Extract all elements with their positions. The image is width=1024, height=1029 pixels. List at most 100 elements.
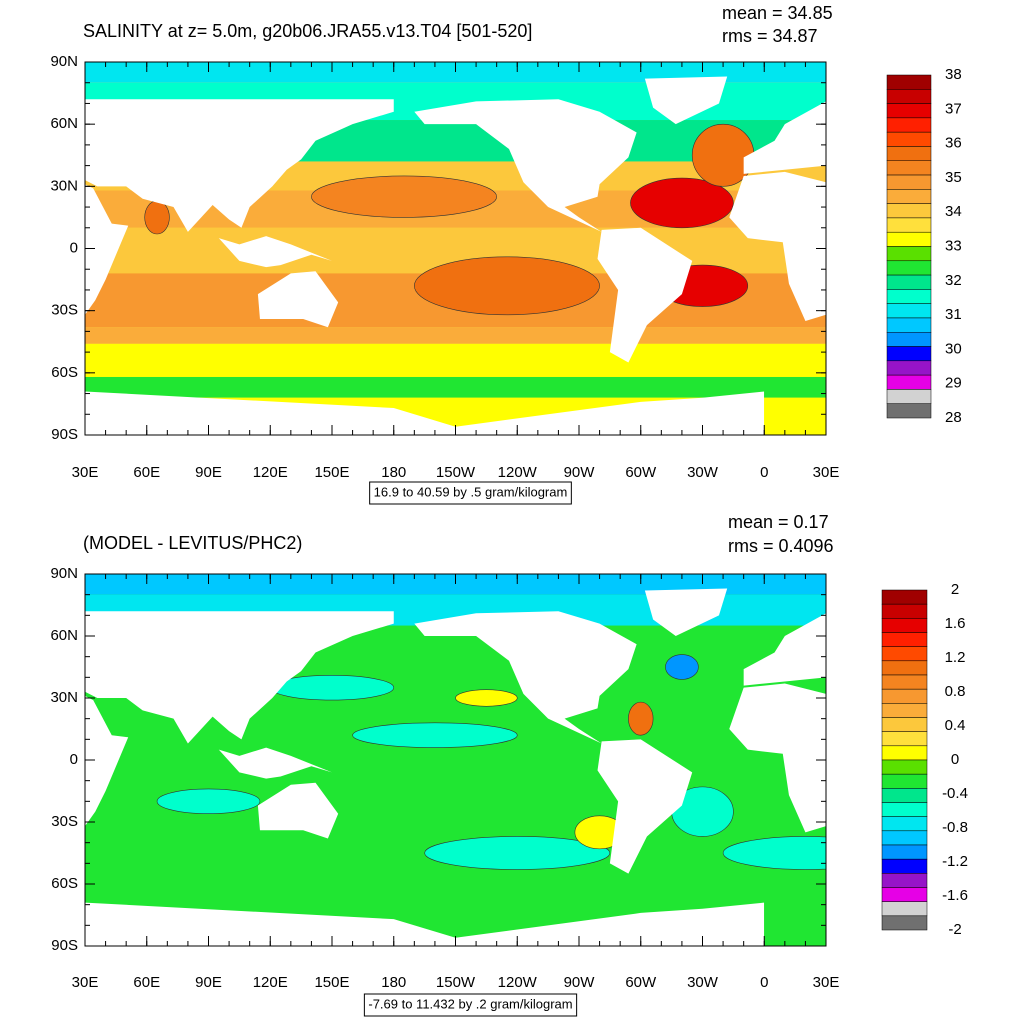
colorbar-box [886,403,932,419]
lon-label: 90W [564,974,596,991]
ocean-blob [722,836,826,870]
lon-label: 90E [195,974,222,991]
ocean-blob [455,689,518,707]
lat-label: 60S [51,875,78,892]
lat-label: 0 [70,239,78,256]
colorbar-box [886,160,932,176]
info-label: -7.69 to 11.432 by .2 gram/kilogram [368,996,572,1011]
colorbar-label: -2 [948,921,961,938]
map-panel: SALINITY at z= 5.0m, g20b06.JRA55.v13.T0… [50,3,962,505]
panel-title: SALINITY at z= 5.0m, g20b06.JRA55.v13.T0… [83,21,532,41]
colorbar-box [881,674,928,690]
colorbar-label: 2 [951,581,959,598]
rms-label: rms = 34.87 [722,26,818,46]
ocean-band [85,376,826,398]
lat-label: 60N [50,115,78,132]
info-label: 16.9 to 40.59 by .5 gram/kilogram [374,484,568,499]
colorbar-label: 1.6 [945,615,966,632]
map-panel: (MODEL - LEVITUS/PHC2) mean = 0.17 rms = 0… [50,512,968,1017]
lon-label: 120E [253,974,288,991]
land [597,739,693,874]
colorbar-box [881,717,928,732]
land [85,99,394,232]
colorbar-box [881,901,928,917]
colorbar-box [881,660,928,676]
colorbar-box [886,374,932,390]
colorbar-box [886,117,932,133]
colorbar-box [881,773,928,789]
colorbar-label: 28 [945,409,962,426]
lat-label: 90S [51,426,78,443]
colorbar-box [886,303,932,319]
colorbar-box [886,203,932,219]
lon-label: 90W [564,464,596,481]
colorbar-label: 38 [945,66,962,83]
panel-title: (MODEL - LEVITUS/PHC2) [83,533,302,553]
colorbar-label: -1.2 [942,853,968,870]
lat-label: 60N [50,627,78,644]
colorbar-box [881,802,928,817]
colorbar-label: 0 [951,751,959,768]
lat-label: 90N [50,565,78,582]
colorbar-box [886,89,932,104]
colorbar-label: -0.4 [942,785,968,802]
lon-label: 0 [760,464,768,481]
colorbar-box [881,759,928,775]
colorbar-box [886,74,932,90]
rms-label: rms = 0.4096 [728,536,834,556]
land [414,611,637,744]
lon-label: 60E [133,464,160,481]
colorbar-label: 35 [945,169,962,186]
colorbar-box [886,274,932,290]
lon-label: 120E [253,464,288,481]
ocean-blob [352,722,518,748]
lon-label: 120W [498,974,538,991]
land [729,683,826,833]
colorbar-box [881,618,928,633]
colorbar-label: 37 [945,100,962,117]
colorbar-box [881,915,928,931]
colorbar-box [886,389,932,404]
info-box [363,993,578,1017]
land [218,747,332,779]
lon-label: 30E [72,464,99,481]
lon-label: 30W [687,974,719,991]
lon-label: 120W [498,464,538,481]
colorbar-label: 0.4 [945,717,966,734]
colorbar-box [886,146,932,161]
land [257,271,339,328]
colorbar-box [886,360,932,376]
lon-label: 60W [625,464,657,481]
lat-label: 0 [70,751,78,768]
colorbar-box [881,830,928,846]
ocean-blob [144,200,170,235]
colorbar-box [886,174,932,190]
ocean-blob [665,654,699,680]
ocean-blob [156,788,261,815]
lon-label: 60E [133,974,160,991]
colorbar-box [886,217,932,233]
map [85,62,826,435]
land [85,695,129,827]
colorbar-box [886,289,932,304]
land [218,236,332,268]
colorbar-label: 29 [945,375,962,392]
lat-label: 30N [50,689,78,706]
land [414,99,637,232]
lat-label: 90N [50,53,78,70]
colorbar-box [881,844,928,860]
colorbar-box [886,231,932,247]
colorbar-box [881,788,928,803]
lat-label: 30S [51,813,78,830]
colorbar-box [881,688,928,704]
ocean-blob [630,177,734,229]
ocean-band [85,327,826,344]
lon-label: 150E [314,464,349,481]
lon-label: 150W [436,974,476,991]
land [257,782,339,839]
colorbar-box [886,189,932,204]
land [85,391,765,435]
colorbar-box [881,603,928,619]
colorbar-box [886,346,932,362]
colorbar-box [881,731,928,747]
